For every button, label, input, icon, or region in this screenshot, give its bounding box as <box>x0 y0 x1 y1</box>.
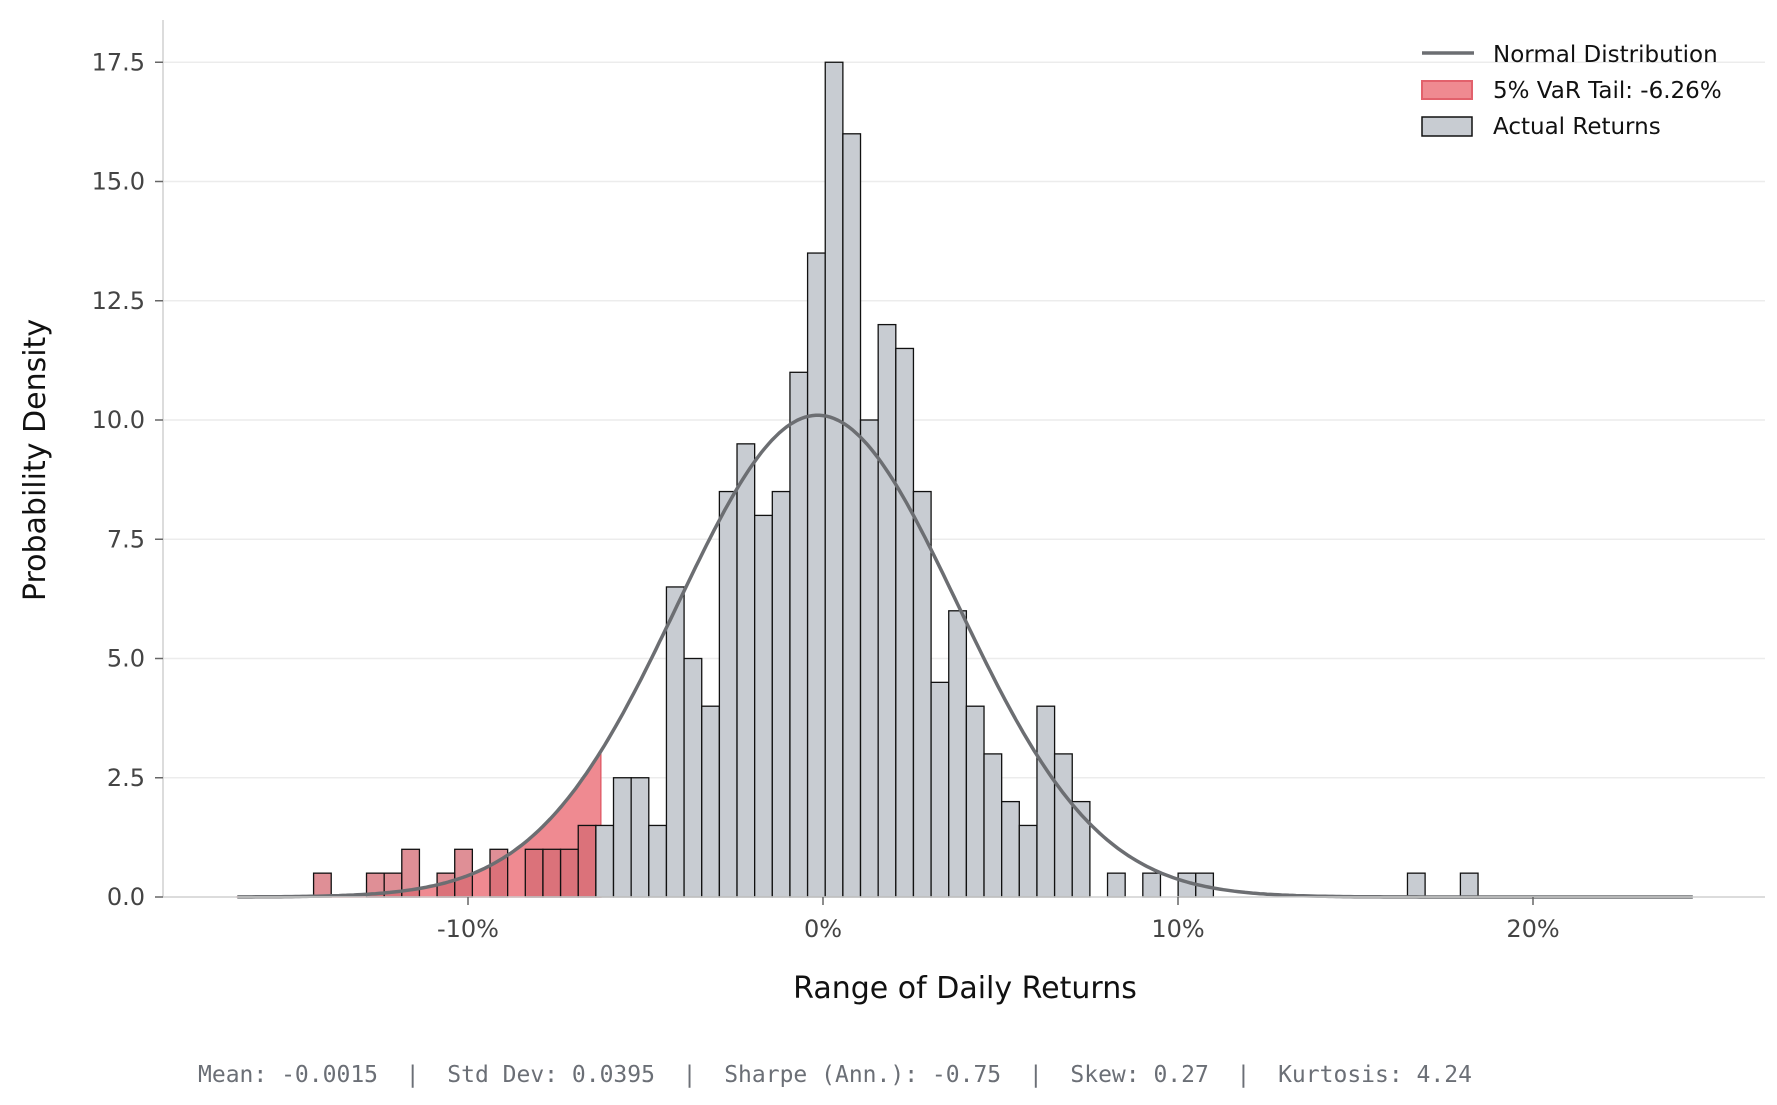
x-tick-label-1: 0% <box>804 915 842 943</box>
histogram-bar-37 <box>965 705 985 898</box>
legend-var-label: 5% VaR Tail: -6.26% <box>1493 78 1722 104</box>
histogram-bar-47 <box>1142 872 1162 898</box>
y-tick-label-3: 7.5 <box>107 525 145 553</box>
histogram-bar-26 <box>771 490 791 898</box>
histogram-bar-18 <box>630 777 650 898</box>
histogram-bar-16 <box>595 824 615 898</box>
x-tick-label-3: 20% <box>1506 915 1559 943</box>
histogram-bar-40 <box>1018 824 1038 898</box>
tick-labels: 0.0 2.5 5.0 7.5 10.0 12.5 15.0 17.5 -10% 0% 10% 20% <box>92 48 1560 943</box>
histogram-bar-31 <box>859 419 879 898</box>
histogram-bar-38 <box>983 753 1003 898</box>
histogram-bar-0 <box>312 872 332 898</box>
histogram-bar-17 <box>612 777 632 898</box>
histogram-bar-45 <box>1106 872 1126 898</box>
y-tick-label-5: 12.5 <box>92 287 145 315</box>
histogram-bar-33 <box>895 347 915 898</box>
histogram-bar-39 <box>1001 800 1020 898</box>
x-tick-label-0: -10% <box>437 915 499 943</box>
histogram-bar-24 <box>736 443 756 898</box>
histogram-bar-36 <box>948 610 968 898</box>
histogram-bar-14 <box>559 848 579 898</box>
y-axis-title: Probability Density <box>18 319 53 601</box>
histogram-bars <box>312 61 1479 898</box>
histogram-bar-25 <box>754 514 773 898</box>
histogram-bar-35 <box>930 681 950 898</box>
histogram-bar-30 <box>842 133 862 898</box>
grid-lines <box>163 61 1765 779</box>
histogram-bar-27 <box>789 371 809 898</box>
histogram-bar-29 <box>824 61 844 898</box>
y-tick-label-2: 5.0 <box>107 645 145 673</box>
histogram-bar-32 <box>877 323 897 898</box>
histogram-bar-28 <box>806 252 826 898</box>
legend: Normal Distribution 5% VaR Tail: -6.26% … <box>1421 42 1722 140</box>
histogram-bar-13 <box>542 848 562 898</box>
y-tick-label-6: 15.0 <box>92 168 145 196</box>
histogram-bar-15 <box>577 824 597 898</box>
y-tick-label-4: 10.0 <box>92 406 145 434</box>
histogram-bar-12 <box>524 848 544 898</box>
x-tick-label-2: 10% <box>1151 915 1204 943</box>
histogram-bar-65 <box>1459 872 1479 898</box>
axes <box>162 20 1765 898</box>
legend-returns-label: Actual Returns <box>1493 114 1661 140</box>
histogram-bar-22 <box>701 705 721 898</box>
histogram-bar-23 <box>718 490 738 898</box>
histogram-bar-19 <box>648 824 668 898</box>
summary-statistics: Mean: -0.0015 | Std Dev: 0.0395 | Sharpe… <box>198 1062 1472 1088</box>
y-tick-label-7: 17.5 <box>92 48 145 76</box>
histogram-bar-21 <box>683 657 703 898</box>
x-axis-title: Range of Daily Returns <box>793 971 1137 1006</box>
legend-var-swatch <box>1421 80 1473 100</box>
y-tick-label-0: 0.0 <box>107 883 145 911</box>
legend-normal-label: Normal Distribution <box>1493 42 1718 68</box>
legend-returns-swatch <box>1421 116 1473 137</box>
histogram-bar-20 <box>665 586 685 898</box>
histogram-bar-34 <box>912 490 932 898</box>
histogram-bar-42 <box>1053 753 1073 898</box>
y-tick-label-1: 2.5 <box>107 764 145 792</box>
histogram-bar-41 <box>1036 705 1056 898</box>
histogram-bar-62 <box>1406 872 1426 898</box>
